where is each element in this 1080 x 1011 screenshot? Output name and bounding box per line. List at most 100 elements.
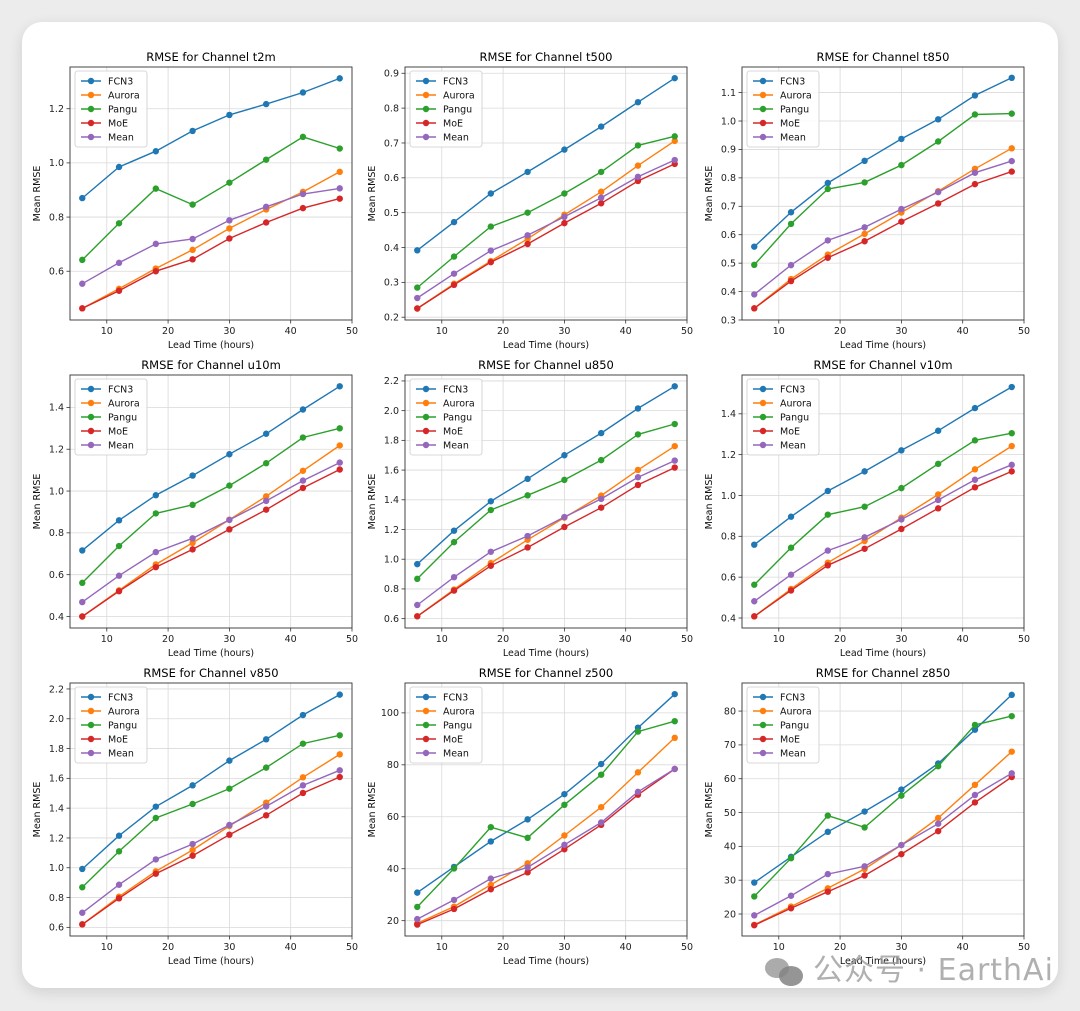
ytick-label: 1.8: [384, 436, 399, 447]
data-point: [751, 921, 758, 929]
data-point: [189, 127, 196, 135]
legend-item-pangu: Pangu: [416, 104, 472, 115]
chart-title: RMSE for Channel t500: [480, 50, 613, 64]
legend-marker: [759, 77, 767, 85]
series-line: [81, 77, 340, 199]
data-point: [898, 841, 905, 849]
ytick-label: 0.6: [721, 572, 736, 583]
data-point: [861, 224, 868, 231]
data-point: [524, 240, 531, 248]
data-point: [824, 888, 832, 895]
data-point: [971, 180, 979, 188]
legend-marker: [759, 721, 767, 729]
data-point: [152, 803, 160, 810]
axes-frame: [404, 374, 688, 629]
legend: FCN3 Aurora Pangu MoE Mean: [409, 70, 483, 148]
ytick-label: 0.7: [384, 138, 399, 149]
xtick-label: 30: [558, 942, 570, 953]
data-point: [824, 185, 832, 193]
data-point: [787, 571, 795, 578]
data-point: [861, 230, 868, 238]
data-point: [262, 812, 270, 819]
series-line: [753, 386, 1013, 546]
legend-marker: [87, 735, 95, 743]
data-point: [262, 430, 270, 437]
data-point: [336, 773, 343, 781]
xtick-label: 20: [497, 326, 509, 337]
xtick-label: 30: [895, 326, 907, 337]
legend: FCN3 Aurora Pangu MoE Mean: [74, 378, 148, 456]
data-point: [336, 185, 343, 192]
data-point: [226, 217, 233, 224]
legend-item-mean: Mean: [753, 440, 806, 451]
data-point: [934, 200, 942, 207]
legend-item-moe: MoE: [753, 426, 800, 437]
data-point: [226, 757, 233, 764]
series-moe: [79, 773, 343, 928]
ytick-label: 40: [724, 842, 736, 853]
data-point: [487, 258, 495, 266]
xtick-label: 40: [285, 942, 297, 953]
legend-marker: [422, 91, 430, 99]
y-axis-label: Mean RMSE: [32, 474, 43, 530]
series-mean: [79, 767, 343, 916]
series-fcn3: [79, 383, 343, 554]
data-point: [487, 881, 495, 889]
data-point: [115, 848, 123, 855]
data-point: [152, 148, 160, 155]
ytick-label: 30: [724, 875, 736, 886]
data-point: [79, 884, 86, 891]
data-point: [671, 383, 678, 390]
legend-marker: [759, 133, 767, 141]
axes-frame: [741, 66, 1025, 321]
data-point: [971, 437, 979, 444]
xtick-label: 10: [436, 942, 448, 953]
data-point: [414, 294, 421, 302]
data-point: [115, 588, 123, 595]
data-point: [1008, 157, 1015, 165]
legend-item-aurora: Aurora: [81, 706, 140, 717]
ytick-label: 0.8: [49, 212, 64, 223]
ytick-label: 1.6: [384, 465, 399, 476]
series-line: [81, 769, 340, 914]
data-point: [299, 467, 307, 474]
data-point: [115, 881, 123, 888]
data-point: [524, 869, 531, 876]
xtick-label: 50: [681, 326, 693, 337]
data-point: [79, 579, 86, 587]
data-point: [787, 220, 795, 228]
data-point: [824, 562, 832, 569]
data-point: [824, 254, 832, 261]
xtick-label: 50: [1018, 942, 1030, 953]
data-point: [79, 547, 86, 554]
series-line: [81, 385, 341, 551]
legend-marker: [422, 133, 430, 141]
series-line: [81, 171, 341, 310]
legend-item-aurora: Aurora: [81, 398, 140, 409]
data-point: [561, 219, 568, 227]
legend-marker: [759, 693, 767, 701]
data-point: [934, 188, 942, 196]
data-point: [561, 190, 568, 197]
ytick-label: 80: [387, 760, 399, 771]
data-point: [189, 535, 196, 542]
data-point: [787, 892, 795, 899]
xtick-label: 30: [895, 634, 907, 645]
legend-marker: [759, 385, 767, 393]
legend-marker: [422, 721, 430, 729]
series-line: [81, 187, 340, 285]
series-line: [416, 445, 676, 617]
xtick-label: 10: [101, 634, 113, 645]
ytick-label: 40: [387, 864, 399, 875]
chart-title: RMSE for Channel t2m: [146, 50, 276, 64]
data-point: [824, 511, 832, 518]
data-point: [189, 472, 196, 479]
data-point: [597, 123, 605, 130]
data-point: [487, 498, 495, 505]
legend-item-moe: MoE: [81, 426, 128, 437]
data-point: [971, 404, 979, 412]
data-point: [524, 864, 531, 871]
legend-label: Pangu: [443, 412, 472, 423]
data-point: [971, 726, 979, 733]
data-point: [79, 256, 86, 264]
